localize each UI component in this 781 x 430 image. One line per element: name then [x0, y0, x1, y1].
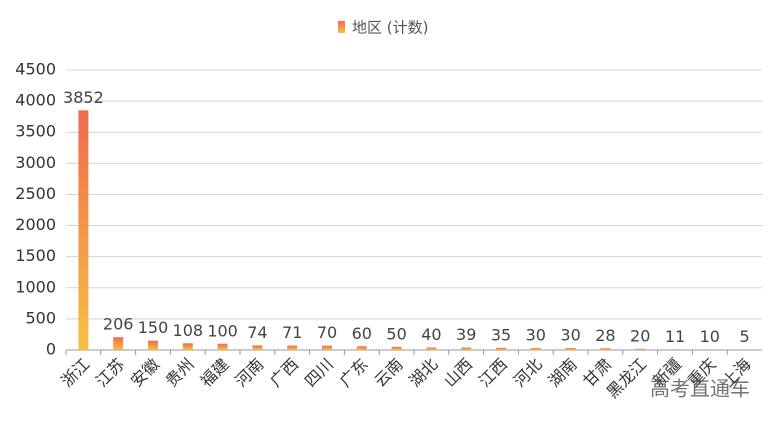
y-tick-label: 500	[25, 308, 56, 327]
y-tick-label: 2500	[15, 184, 56, 203]
bar	[600, 348, 611, 350]
value-label: 10	[700, 327, 720, 346]
bar	[496, 347, 506, 350]
value-label: 30	[526, 326, 546, 345]
x-tick-label: 河南	[231, 355, 267, 391]
x-tick-label: 福建	[197, 355, 233, 391]
bar	[322, 345, 332, 350]
y-tick-label: 3000	[15, 153, 56, 172]
legend-label[interactable]: 地区 (计数)	[352, 19, 428, 37]
x-tick-label: 湖南	[545, 355, 581, 391]
bar	[530, 348, 541, 350]
x-tick-label: 河北	[510, 355, 546, 391]
bar	[113, 337, 124, 350]
bar	[635, 348, 646, 350]
bar	[670, 349, 680, 350]
bar	[182, 343, 193, 350]
legend-swatch[interactable]	[338, 21, 345, 33]
bar	[391, 346, 402, 350]
x-tick-label: 安徽	[127, 355, 163, 391]
value-label: 108	[173, 321, 204, 340]
value-label: 11	[665, 327, 685, 346]
value-label: 3852	[63, 88, 104, 107]
value-label: 28	[595, 326, 615, 345]
value-label: 5	[740, 327, 750, 346]
x-tick-label: 浙江	[57, 355, 93, 391]
value-label: 39	[456, 325, 476, 344]
value-label: 40	[421, 325, 441, 344]
value-label: 71	[282, 323, 302, 342]
x-tick-label: 湖北	[405, 355, 441, 391]
bar	[461, 347, 472, 350]
value-label: 50	[386, 324, 406, 343]
y-tick-label: 3500	[15, 122, 56, 141]
x-tick-label: 江西	[475, 355, 511, 391]
y-tick-label: 0	[46, 340, 56, 359]
value-label: 35	[491, 325, 511, 344]
y-tick-label: 4500	[15, 60, 56, 79]
bar	[426, 347, 437, 350]
value-label: 150	[138, 318, 169, 337]
y-tick-label: 2000	[15, 215, 56, 234]
x-tick-label: 贵州	[162, 355, 198, 391]
value-label: 20	[630, 326, 650, 345]
x-tick-label: 江苏	[92, 355, 128, 391]
value-label: 100	[207, 321, 238, 340]
y-tick-label: 4000	[15, 91, 56, 110]
bar	[78, 110, 89, 350]
x-tick-label: 广西	[266, 355, 302, 391]
y-tick-label: 1000	[15, 277, 56, 296]
y-tick-label: 1500	[15, 246, 56, 265]
value-label: 70	[317, 323, 337, 342]
bar	[148, 340, 158, 350]
x-tick-label: 广东	[336, 355, 372, 391]
value-label: 60	[352, 324, 372, 343]
bar	[252, 345, 263, 350]
bar	[287, 345, 298, 350]
watermark: 高考直通车	[650, 377, 750, 401]
x-tick-label: 云南	[371, 355, 407, 391]
bar	[217, 343, 228, 350]
value-label: 30	[560, 326, 580, 345]
x-tick-label: 黑龙江	[603, 355, 650, 402]
x-tick-label: 四川	[301, 355, 337, 391]
value-label: 74	[247, 323, 267, 342]
x-tick-label: 山西	[440, 355, 476, 391]
bar	[356, 346, 367, 350]
bar	[565, 348, 576, 350]
value-label: 206	[103, 315, 134, 334]
bar	[704, 349, 715, 350]
